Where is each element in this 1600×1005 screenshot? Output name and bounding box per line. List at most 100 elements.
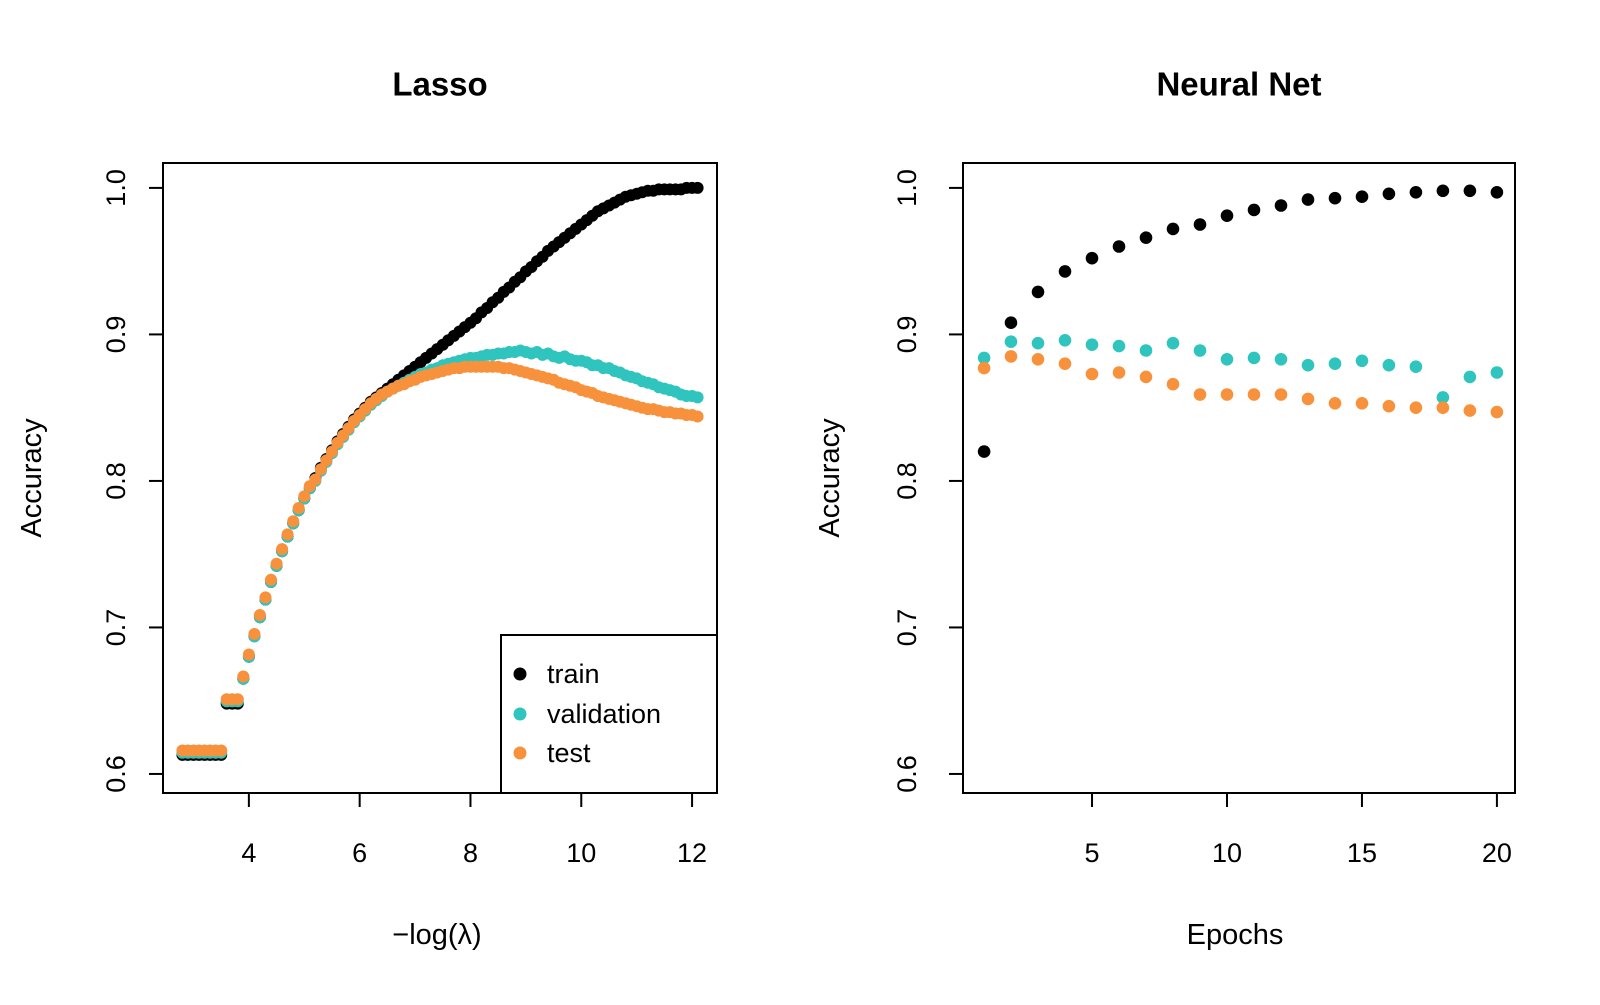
- x-tick-label: 5: [1085, 838, 1100, 868]
- data-point-test: [298, 490, 311, 503]
- neural-net-data-points: [977, 184, 1504, 458]
- lasso-axes: 4 6 8 10 12 0.6 0.7 0.8 0.9 1.0: [101, 169, 707, 868]
- data-point-train: [1031, 285, 1045, 299]
- data-point-test: [237, 670, 250, 683]
- legend-label-train: train: [547, 659, 600, 689]
- data-point-validation: [1409, 360, 1423, 374]
- data-point-test: [1328, 397, 1342, 410]
- data-point-validation: [1220, 353, 1234, 366]
- lasso-panel: Lasso 4 6 8 10 12 0.6 0.7 0.8 0.9 1.0 −log(λ) Acc…: [16, 66, 718, 951]
- data-point-test: [231, 693, 244, 706]
- data-point-test: [1085, 367, 1099, 381]
- data-point-validation: [977, 351, 991, 365]
- x-tick-label: 12: [677, 838, 707, 868]
- lasso-data-points: [176, 181, 704, 761]
- data-point-train: [1490, 186, 1504, 199]
- data-point-validation: [1463, 370, 1477, 384]
- data-point-test: [292, 502, 305, 514]
- data-point-test: [1490, 405, 1504, 419]
- lasso-panel-title: Lasso: [392, 66, 487, 103]
- data-point-test: [1004, 350, 1018, 363]
- data-point-test: [253, 609, 266, 621]
- data-point-validation: [1490, 366, 1504, 379]
- data-point-validation: [1112, 339, 1126, 353]
- neural-net-plot-frame: [962, 162, 1516, 794]
- x-tick-label: 4: [241, 838, 256, 868]
- legend-label-test: test: [547, 738, 591, 768]
- data-point-train: [1382, 187, 1396, 201]
- data-point-validation: [1274, 353, 1288, 366]
- data-point-test: [1112, 366, 1126, 379]
- data-point-test: [1139, 370, 1153, 384]
- data-point-train: [1139, 231, 1153, 244]
- y-tick-label: 0.6: [892, 755, 922, 793]
- data-point-validation: [1139, 344, 1153, 357]
- data-point-train: [977, 445, 991, 458]
- y-tick-label: 0.8: [892, 462, 922, 500]
- data-point-validation: [691, 391, 704, 404]
- lasso-x-axis-title: −log(λ): [392, 919, 481, 951]
- data-point-train: [1355, 190, 1369, 203]
- data-point-test: [259, 591, 272, 604]
- data-point-train: [1112, 240, 1126, 253]
- data-point-test: [276, 543, 289, 556]
- data-point-test: [691, 410, 704, 423]
- data-point-validation: [1247, 351, 1261, 365]
- data-point-test: [1274, 388, 1288, 401]
- data-point-test: [309, 473, 322, 486]
- lasso-plot-frame: [162, 162, 718, 794]
- y-tick-label: 0.8: [101, 462, 131, 500]
- data-point-train: [1409, 186, 1423, 199]
- data-point-test: [1193, 388, 1207, 401]
- data-point-validation: [1166, 336, 1180, 350]
- data-point-train: [1436, 184, 1450, 198]
- data-point-test: [320, 454, 333, 467]
- neural-net-panel-title: Neural Net: [1156, 66, 1321, 103]
- y-tick-label: 0.9: [101, 316, 131, 354]
- data-point-test: [1031, 353, 1045, 366]
- neural-net-y-axis-title: Accuracy: [814, 418, 846, 538]
- data-point-test: [1247, 388, 1261, 401]
- data-point-test: [314, 463, 327, 476]
- data-point-validation: [1031, 336, 1045, 350]
- data-point-test: [326, 445, 338, 458]
- data-point-train: [1193, 218, 1207, 231]
- data-point-test: [248, 628, 261, 640]
- data-point-train: [1220, 209, 1234, 222]
- data-point-test: [281, 528, 294, 541]
- data-point-validation: [1058, 334, 1072, 347]
- data-point-test: [1166, 377, 1180, 391]
- data-point-train: [1058, 265, 1072, 278]
- legend-label-validation: validation: [547, 699, 661, 729]
- data-point-test: [1382, 399, 1396, 413]
- x-tick-label: 10: [1212, 838, 1242, 868]
- data-point-train: [1004, 316, 1018, 330]
- data-point-test: [1355, 397, 1369, 410]
- data-point-test: [1436, 401, 1450, 415]
- lasso-y-axis-title: Accuracy: [16, 418, 48, 538]
- data-point-test: [1409, 401, 1423, 415]
- y-tick-label: 0.6: [101, 755, 131, 793]
- data-point-validation: [1382, 358, 1396, 372]
- data-point-validation: [1436, 391, 1450, 404]
- legend-dot-train: [513, 667, 527, 681]
- x-tick-label: 15: [1347, 838, 1377, 868]
- data-point-train: [1301, 193, 1315, 206]
- data-point-validation: [1355, 354, 1369, 368]
- data-point-test: [265, 573, 277, 586]
- data-point-validation: [1004, 335, 1018, 349]
- data-point-test: [1058, 357, 1072, 371]
- data-point-test: [215, 744, 228, 757]
- data-point-test: [1463, 404, 1477, 417]
- data-point-train: [691, 181, 704, 194]
- data-point-train: [1247, 203, 1261, 217]
- neural-net-axes: 5 10 15 20 0.6 0.7 0.8 0.9 1.0: [892, 169, 1512, 868]
- data-point-validation: [1085, 338, 1099, 352]
- data-point-test: [287, 515, 300, 528]
- legend-box: [500, 634, 718, 794]
- legend-dot-validation: [513, 707, 527, 721]
- y-tick-label: 1.0: [892, 169, 922, 207]
- neural-net-x-axis-title: Epochs: [1187, 919, 1284, 951]
- data-point-train: [1328, 191, 1342, 205]
